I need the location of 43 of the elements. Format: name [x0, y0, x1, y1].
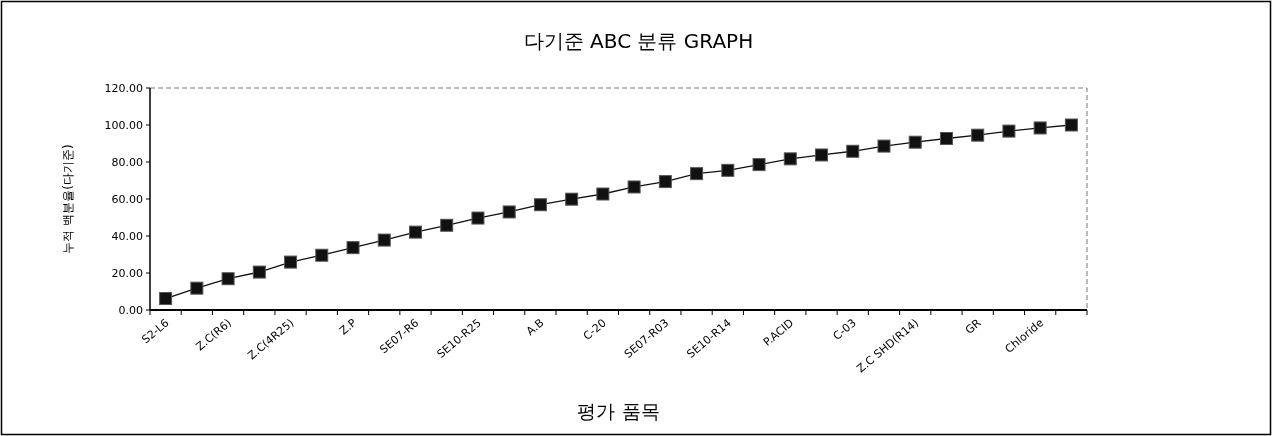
point	[377, 233, 391, 247]
y-tick-label: 20.00	[111, 267, 143, 280]
y-tick-label: 0.00	[118, 304, 143, 317]
y-tick-label: 80.00	[111, 156, 143, 169]
x-axis-title: 평가 품목	[577, 400, 660, 422]
point	[939, 132, 953, 146]
point	[346, 241, 360, 255]
point	[533, 198, 547, 212]
chart-title: 다기준 ABC 분류 GRAPH	[523, 29, 754, 53]
point	[908, 135, 922, 149]
point	[846, 144, 860, 158]
point	[815, 148, 829, 162]
point	[440, 218, 454, 232]
point	[1033, 121, 1047, 135]
y-tick-label: 120.00	[104, 82, 143, 95]
point	[721, 163, 735, 177]
y-tick-label: 40.00	[111, 230, 143, 243]
point	[783, 152, 797, 166]
point	[752, 158, 766, 172]
point	[596, 187, 610, 201]
point	[221, 272, 235, 286]
point	[315, 248, 329, 262]
point	[190, 281, 204, 295]
point	[1064, 118, 1078, 132]
point	[159, 292, 173, 306]
point	[877, 139, 891, 153]
point	[971, 128, 985, 142]
x-tick-label: Z.P	[337, 316, 360, 338]
point	[658, 175, 672, 189]
point	[690, 167, 704, 181]
point	[408, 225, 422, 239]
point	[252, 265, 266, 279]
x-tick-label: A.B	[523, 316, 547, 339]
point	[471, 211, 485, 225]
point	[284, 255, 298, 269]
point	[1002, 124, 1016, 138]
y-tick-label: 60.00	[111, 193, 143, 206]
point	[565, 192, 579, 206]
point	[627, 180, 641, 194]
x-tick-label: GR	[962, 316, 984, 337]
y-axis-title: 누적 백분율(다기준)	[61, 144, 75, 254]
point	[502, 205, 516, 219]
y-tick-label: 100.00	[104, 119, 143, 132]
